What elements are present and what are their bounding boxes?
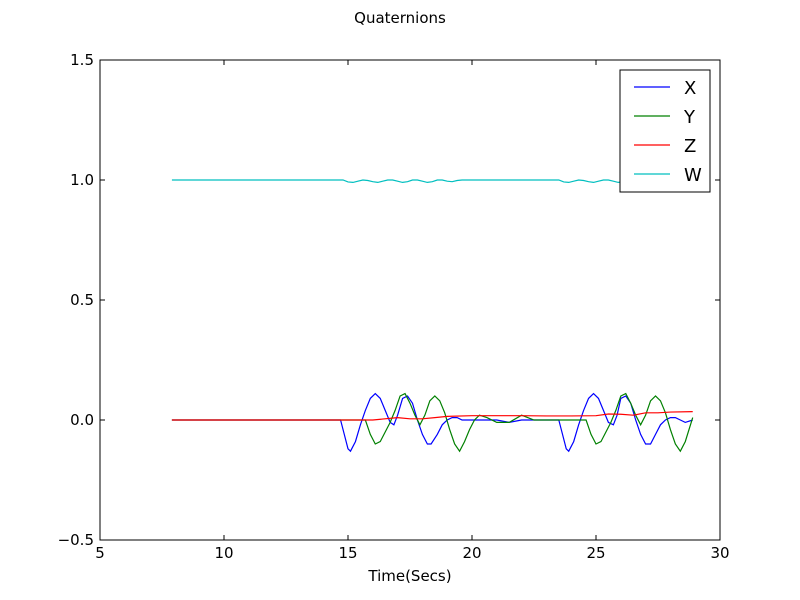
- y-tick-label: 1.5: [70, 51, 94, 69]
- y-tick-label: 0.5: [70, 291, 94, 309]
- x-tick-label: 10: [214, 544, 233, 562]
- x-tick-label: 30: [710, 544, 729, 562]
- series-line-z: [171, 411, 693, 421]
- x-tick-label: 15: [338, 544, 357, 562]
- x-axis-label: Time(Secs): [367, 567, 451, 585]
- y-tick-label: 0.0: [70, 411, 94, 429]
- y-tick-label: 1.0: [70, 171, 94, 189]
- x-tick-label: 25: [586, 544, 605, 562]
- legend-label-x: X: [684, 78, 696, 99]
- series-line-y: [171, 392, 694, 453]
- x-tick-label: 5: [95, 544, 105, 562]
- legend-label-w: W: [684, 165, 702, 186]
- y-tick-label: −0.5: [58, 531, 94, 549]
- legend-box: [619, 69, 711, 193]
- legend-label-y: Y: [683, 107, 696, 128]
- series-layer: [171, 179, 694, 453]
- tick-layer: 5 10 15 20 25 30 −0.5 0.0 0.5 1.0 1.5: [58, 51, 730, 562]
- legend-label-z: Z: [684, 136, 696, 157]
- chart-title: Quaternions: [354, 9, 446, 27]
- x-tick-label: 20: [462, 544, 481, 562]
